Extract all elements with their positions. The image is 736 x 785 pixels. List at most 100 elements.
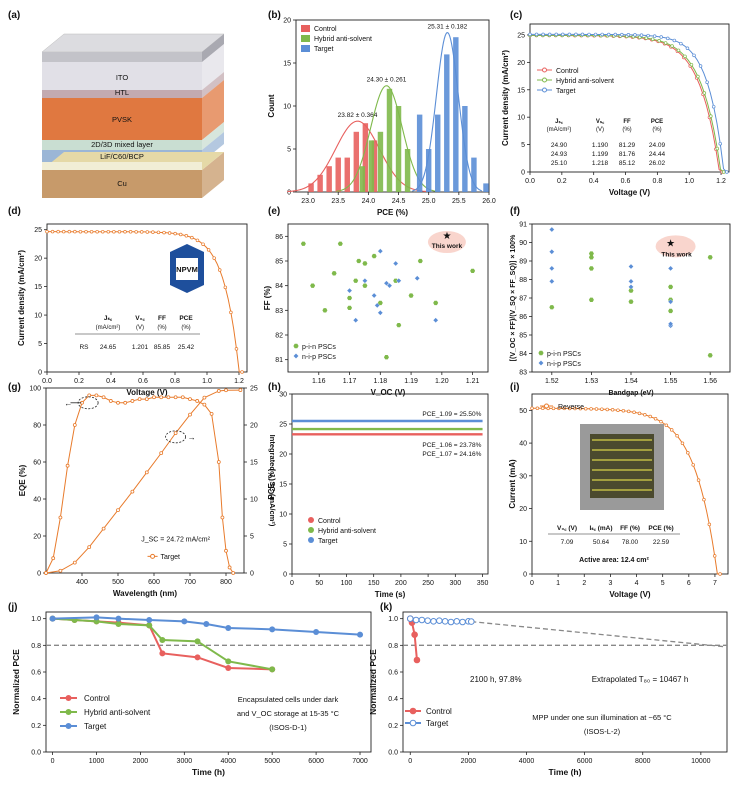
y-tick-label: 80	[33, 423, 41, 430]
scatter-point	[393, 278, 399, 283]
scatter-point	[549, 226, 555, 233]
fit-annotation: 23.82 ± 0.364	[338, 112, 378, 119]
y-tick-label: 20	[519, 506, 527, 513]
x-tick-label: 500	[112, 579, 124, 586]
npvm-logo-text: NPVM	[176, 265, 198, 274]
iv-marker	[535, 406, 540, 411]
dark-stability-chart: 0 1000 2000 3000 4000 5000 6000 7000 0.0 0.2 0.4 0.…	[11, 611, 372, 777]
x-tick-label: 8000	[635, 758, 651, 765]
x-tick-label: 1.17	[343, 378, 357, 385]
scatter-point	[549, 265, 555, 272]
layer-HTL-side	[202, 72, 224, 98]
table-cell: 85.85	[154, 344, 171, 351]
stability-marker	[412, 616, 420, 624]
eqe-marker	[101, 395, 106, 400]
x-tick-label: 1.20	[435, 378, 449, 385]
table-header-unit: (%)	[652, 127, 661, 133]
x-tick-label: 7000	[352, 758, 368, 765]
panel-label: (f)	[510, 206, 520, 217]
iv-marker	[583, 406, 588, 411]
x-tick-label: 2	[582, 580, 586, 587]
eqe-marker	[65, 463, 70, 468]
scatter-point	[377, 300, 383, 306]
jv-marker	[646, 33, 650, 38]
iv-marker	[557, 406, 561, 411]
stability-marker	[225, 658, 232, 665]
jv-marker	[73, 229, 77, 234]
highlight-label: This work	[661, 251, 692, 258]
iv-marker	[600, 407, 604, 411]
y-tick-label: 1.0	[388, 616, 398, 623]
jv-marker	[626, 32, 631, 37]
eqe-marker	[166, 395, 171, 400]
x-tick-label: 0	[51, 758, 55, 765]
legend-marker	[308, 537, 314, 543]
layer-cu	[42, 170, 202, 198]
y-tick-label: 91	[519, 222, 527, 229]
glass-front	[42, 52, 202, 62]
layer-ITO-side	[202, 44, 224, 90]
jv-marker	[45, 229, 49, 234]
scatter-point	[667, 265, 674, 272]
jv-marker	[633, 33, 637, 37]
legend-label: Reverse	[558, 404, 584, 411]
x-tick-label: 1.0	[684, 178, 694, 185]
stability-marker	[146, 622, 153, 629]
y-tick-label: 25	[279, 422, 287, 429]
iv-marker	[530, 406, 534, 411]
y-tick-label: 10	[519, 539, 527, 546]
scatter-point	[628, 299, 634, 304]
stability-marker	[194, 638, 201, 645]
iv-marker	[610, 408, 615, 412]
jv-marker	[139, 230, 144, 234]
active-area-note: Active area: 12.4 cm²	[579, 557, 649, 564]
x-tick-label: 1.2	[716, 178, 726, 185]
table-header-unit: (mA/cm²)	[96, 325, 121, 331]
x-tick-label: 600	[148, 579, 160, 586]
x-tick-label: 0.8	[652, 178, 662, 185]
layer-cu-side	[202, 152, 224, 198]
layer-PVSK	[42, 98, 202, 140]
iv-marker	[712, 554, 717, 558]
scatter-point	[337, 241, 343, 246]
eqe-marker	[51, 556, 56, 561]
jsc-marker	[216, 389, 221, 393]
scatter-point	[377, 248, 384, 254]
histogram-bar	[377, 131, 384, 192]
plot-frame	[46, 223, 248, 373]
table-cell: 24.90	[551, 142, 568, 149]
scatter-point	[347, 305, 353, 311]
scatter-point	[588, 266, 594, 271]
x-tick-label: 24.0	[362, 198, 376, 205]
jv-marker	[644, 36, 648, 40]
scatter-point	[588, 255, 594, 260]
y-tick-label: 20	[517, 60, 525, 67]
legend-swatch	[301, 45, 310, 52]
histogram-bar	[435, 114, 441, 192]
x-tick-label: 4000	[519, 758, 535, 765]
x-tick-label: 50	[315, 580, 323, 587]
jv-marker	[67, 229, 72, 234]
table-header: V₀꜀	[135, 315, 145, 322]
table-header: V₀꜀ (V)	[557, 525, 577, 532]
y-tick-label: 15	[34, 284, 42, 291]
y-tick-label: 89	[519, 259, 527, 266]
stability-marker	[441, 618, 449, 625]
jv-marker	[229, 310, 233, 315]
jsc-marker	[159, 451, 164, 456]
scatter-point	[549, 305, 555, 310]
arrow-right-icon: →	[188, 433, 196, 442]
condition-annotation: (ISOS-L-2)	[584, 727, 621, 736]
x-tick-label: 0.2	[74, 378, 84, 385]
table-header-unit: (V)	[136, 325, 144, 331]
iv-marker	[626, 409, 631, 414]
stability-marker	[453, 618, 461, 625]
y-tick-label: 30	[279, 392, 287, 399]
stability-marker	[411, 631, 418, 638]
x-tick-label: 0.4	[106, 378, 116, 385]
legend-marker	[308, 527, 314, 533]
jv-marker	[167, 231, 172, 235]
iv-marker	[702, 497, 706, 502]
jv-marker	[78, 229, 83, 234]
scatter-point	[432, 317, 439, 323]
